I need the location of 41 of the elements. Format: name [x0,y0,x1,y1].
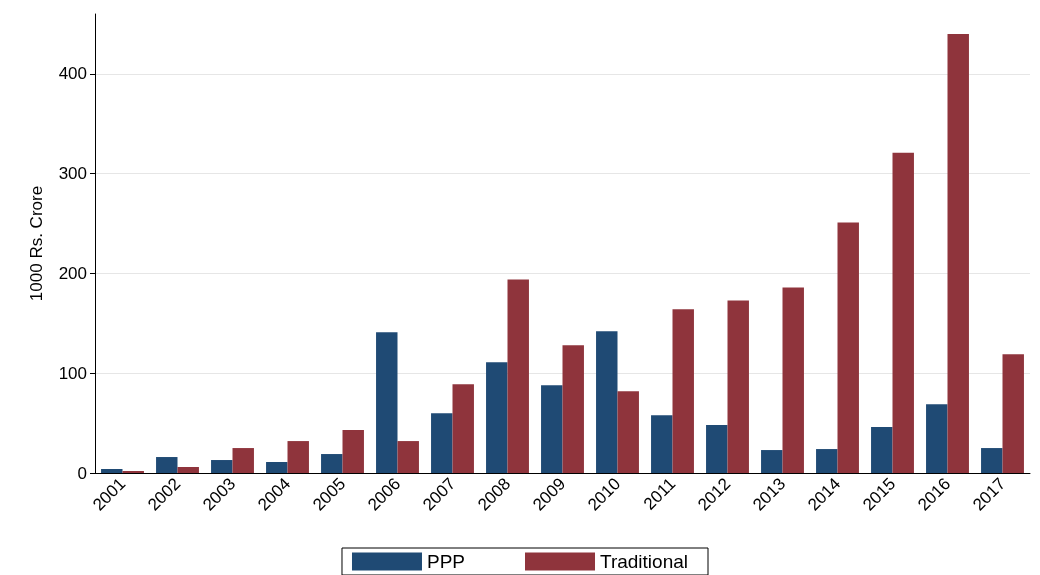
bar [101,469,123,473]
bar [617,391,639,473]
bar [837,222,859,473]
y-tick-label: 100 [58,363,87,383]
legend-label: PPP [426,551,466,572]
bar [871,427,893,473]
bar [486,362,508,473]
bar [211,460,233,473]
bar [431,413,453,473]
bar [892,152,914,473]
bar [376,332,398,473]
bar [706,425,728,473]
bar [232,448,254,473]
bar [782,287,804,473]
bar [562,345,584,473]
bar [672,309,694,473]
y-tick-label: 400 [58,64,87,84]
bar [947,33,969,473]
bar [397,441,419,473]
bar [816,449,838,473]
bar [596,331,618,473]
bar [266,462,288,473]
bar [761,450,783,473]
bar [287,441,309,473]
bar [321,454,343,473]
y-tick-label: 200 [58,263,87,283]
legend-label: Traditional [600,551,689,572]
bar [156,457,178,473]
bar [342,430,364,473]
bar [981,448,1003,473]
bar [541,385,563,473]
bar [926,404,948,473]
bar [727,300,749,473]
y-axis-title: 1000 Rs. Crore [27,185,46,302]
bar [651,415,673,473]
bar [507,279,529,473]
y-tick-label: 300 [58,164,87,184]
bar [1002,354,1024,473]
bar [452,384,474,473]
y-tick-label: 0 [77,463,87,483]
bar [177,467,199,473]
